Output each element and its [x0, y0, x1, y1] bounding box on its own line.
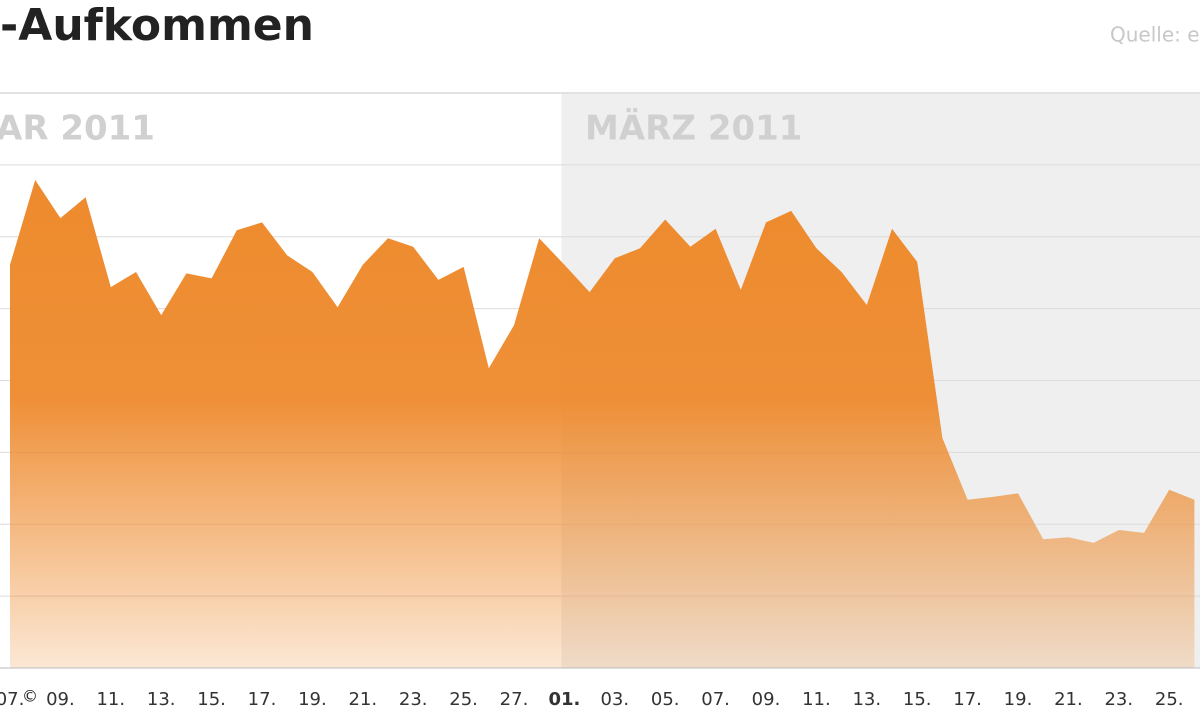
x-tick-label: 07.	[0, 689, 24, 710]
x-tick-label: 23.	[1104, 689, 1133, 710]
x-tick-label: 17.	[248, 689, 277, 710]
x-tick-label: 13.	[852, 689, 881, 710]
period-label: MÄRZ 2011	[585, 108, 802, 149]
copyright: ©	[22, 687, 38, 706]
x-tick-label: 07.	[701, 689, 730, 710]
chart-title: -Aufkommen	[0, 0, 314, 51]
area	[10, 180, 1195, 668]
x-tick-label: 19.	[1004, 689, 1033, 710]
x-tick-label: 11.	[96, 689, 125, 710]
x-tick-label: 09.	[752, 689, 781, 710]
x-tick-label: 11.	[802, 689, 831, 710]
x-axis: 07. 09. 11. 13. 15. 17. 19. 21. 23. 25. 27. 01. 03. 0…	[0, 689, 1184, 710]
x-tick-label: 25.	[1155, 689, 1184, 710]
x-tick-label: 01.	[548, 689, 580, 710]
x-tick-label: 15.	[903, 689, 932, 710]
plot	[0, 180, 1200, 669]
x-tick-label: 27.	[500, 689, 529, 710]
period-label: AR 2011	[0, 109, 155, 149]
x-tick-label: 21.	[1054, 689, 1083, 710]
x-tick-label: 09.	[46, 689, 75, 710]
x-tick-label: 21.	[348, 689, 377, 710]
x-tick-label: 19.	[298, 689, 327, 710]
x-tick-label: 23.	[399, 689, 428, 710]
x-tick-label: 03.	[600, 689, 629, 710]
x-tick-label: 17.	[953, 689, 982, 710]
x-tick-label: 25.	[449, 689, 478, 710]
source: Quelle: e	[1110, 23, 1200, 47]
x-tick-label: 15.	[197, 689, 226, 710]
x-tick-label: 05.	[651, 689, 680, 710]
x-tick-label: 13.	[147, 689, 176, 710]
